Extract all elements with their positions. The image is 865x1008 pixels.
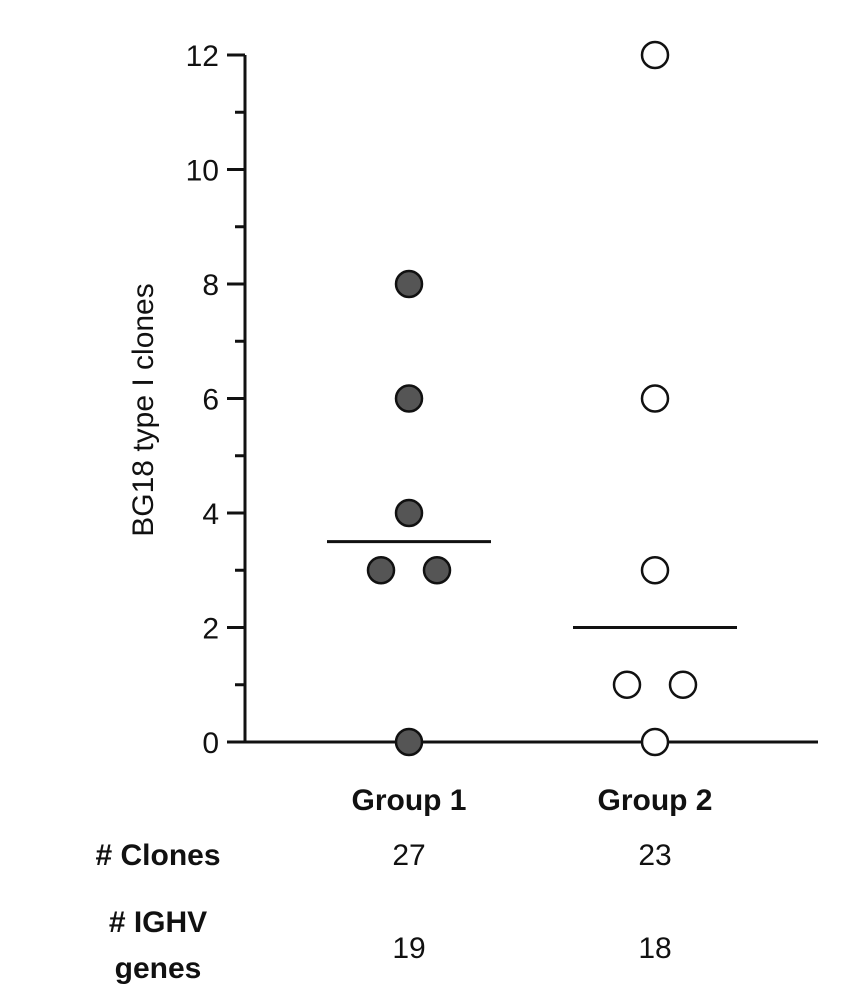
summary-table: # Clones 27 23 # IGHV genes 19 18 xyxy=(95,839,671,985)
y-tick-label: 10 xyxy=(186,155,219,188)
y-tick-label: 8 xyxy=(202,269,219,302)
row-label-line: # Clones xyxy=(95,839,220,872)
y-tick-label: 12 xyxy=(186,40,219,73)
x-category-label: Group 1 xyxy=(351,784,466,817)
data-point xyxy=(394,498,424,528)
y-tick-label: 0 xyxy=(202,727,219,760)
data-point xyxy=(394,384,424,413)
data-point xyxy=(640,384,670,413)
table-row-label: # Clones xyxy=(95,839,220,872)
table-cell-value: 19 xyxy=(392,932,425,965)
row-label-line: genes xyxy=(115,952,202,985)
table-row-label: # IGHV genes xyxy=(109,906,207,985)
x-category-label: Group 2 xyxy=(597,784,712,817)
data-point xyxy=(394,269,424,299)
y-tick-label: 4 xyxy=(202,498,219,531)
data-point xyxy=(668,670,698,699)
data-point xyxy=(366,556,396,585)
data-point xyxy=(640,556,670,585)
y-tick-label: 6 xyxy=(202,384,219,417)
data-marks xyxy=(327,40,737,757)
y-tick-label: 2 xyxy=(202,613,219,646)
data-point xyxy=(640,40,670,70)
table-cell-value: 27 xyxy=(392,839,425,872)
table-cell-value: 18 xyxy=(638,932,671,965)
y-axis-title: BG18 type I clones xyxy=(127,283,160,536)
table-cell-value: 23 xyxy=(638,839,671,872)
data-point xyxy=(640,727,670,757)
data-point xyxy=(422,556,452,585)
data-point xyxy=(612,670,642,699)
row-label-line: # IGHV xyxy=(109,906,207,939)
axes: 0 2 4 6 8 10 12 Group 1 Group 2 xyxy=(186,40,818,817)
data-point xyxy=(394,727,424,757)
